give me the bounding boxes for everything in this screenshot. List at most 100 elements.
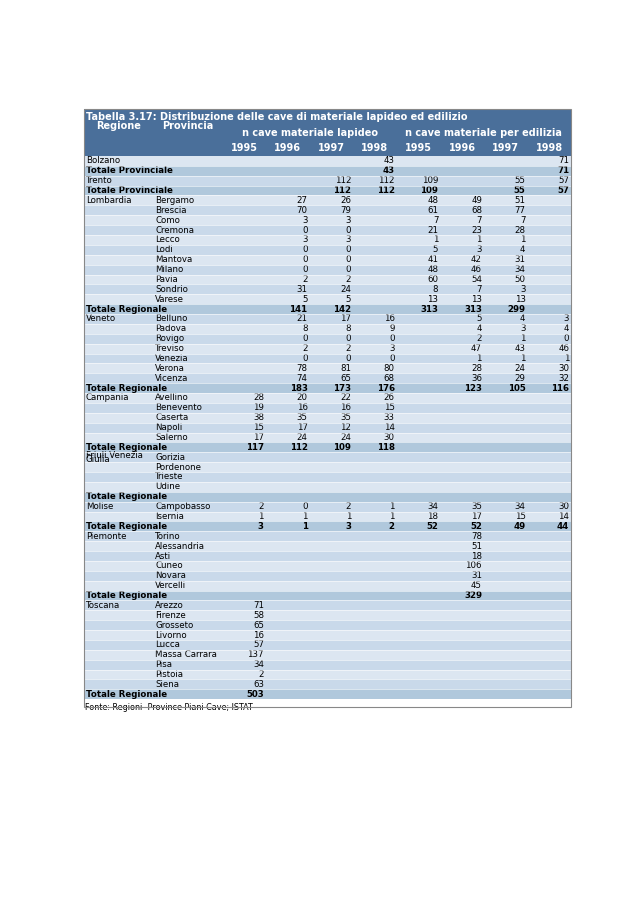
Bar xyxy=(484,205,528,215)
Bar xyxy=(84,393,153,403)
Bar xyxy=(353,561,397,570)
Text: 1: 1 xyxy=(389,512,395,521)
Bar xyxy=(266,235,309,245)
Bar xyxy=(353,314,397,324)
Text: 14: 14 xyxy=(384,423,395,432)
Bar xyxy=(397,363,440,373)
Bar xyxy=(309,284,353,294)
Bar xyxy=(397,413,440,422)
Bar xyxy=(397,679,440,689)
Bar xyxy=(222,265,266,274)
Text: 0: 0 xyxy=(302,255,307,265)
Bar xyxy=(397,294,440,304)
Bar xyxy=(222,551,266,561)
Text: 8: 8 xyxy=(433,285,438,294)
Bar xyxy=(153,205,222,215)
Bar xyxy=(266,432,309,442)
Text: 0: 0 xyxy=(302,245,307,255)
Bar xyxy=(153,156,222,166)
Bar xyxy=(84,324,153,334)
Bar xyxy=(484,482,528,492)
Bar xyxy=(84,669,153,679)
Bar xyxy=(153,492,222,501)
Bar xyxy=(309,156,353,166)
Bar xyxy=(309,580,353,590)
Bar xyxy=(353,551,397,561)
Bar xyxy=(440,590,484,600)
Text: 22: 22 xyxy=(340,394,351,403)
Bar xyxy=(84,570,153,580)
Bar xyxy=(153,235,222,245)
Bar xyxy=(397,393,440,403)
Text: 24: 24 xyxy=(340,433,351,442)
Text: Livorno: Livorno xyxy=(155,631,187,640)
Bar xyxy=(266,334,309,344)
Bar xyxy=(309,521,353,531)
Bar xyxy=(397,669,440,679)
Text: 51: 51 xyxy=(471,542,482,551)
Bar xyxy=(153,630,222,640)
Text: 71: 71 xyxy=(558,156,569,165)
Text: 49: 49 xyxy=(513,522,525,531)
Bar xyxy=(397,472,440,482)
Text: 2: 2 xyxy=(346,344,351,353)
Bar xyxy=(353,669,397,679)
Bar xyxy=(353,492,397,501)
Bar xyxy=(484,403,528,413)
Bar xyxy=(353,413,397,422)
Text: 329: 329 xyxy=(464,591,482,600)
Bar xyxy=(222,166,266,176)
Bar xyxy=(353,186,397,196)
Text: 31: 31 xyxy=(514,255,525,265)
Bar xyxy=(528,689,571,700)
Text: 0: 0 xyxy=(302,335,307,344)
Bar xyxy=(266,413,309,422)
Bar xyxy=(153,166,222,176)
Text: 57: 57 xyxy=(558,176,569,185)
Bar xyxy=(484,176,528,186)
Bar xyxy=(528,492,571,501)
Bar xyxy=(309,669,353,679)
Bar xyxy=(397,620,440,630)
Bar xyxy=(353,383,397,393)
Bar xyxy=(397,383,440,393)
Bar xyxy=(440,541,484,551)
Bar xyxy=(353,590,397,600)
Bar xyxy=(222,492,266,501)
Bar xyxy=(222,462,266,472)
Bar xyxy=(84,255,153,265)
Bar xyxy=(84,580,153,590)
Bar xyxy=(84,205,153,215)
Bar xyxy=(528,669,571,679)
Bar xyxy=(222,580,266,590)
Bar xyxy=(353,176,397,186)
Bar xyxy=(222,649,266,659)
Bar xyxy=(440,186,484,196)
Bar xyxy=(440,531,484,541)
Bar xyxy=(222,393,266,403)
Bar xyxy=(484,166,528,176)
Text: 1: 1 xyxy=(520,235,525,245)
Bar xyxy=(528,620,571,630)
Bar xyxy=(309,186,353,196)
Bar xyxy=(528,235,571,245)
Bar xyxy=(353,570,397,580)
Bar xyxy=(309,344,353,353)
Text: 2: 2 xyxy=(302,344,307,353)
Bar xyxy=(222,176,266,186)
Text: 0: 0 xyxy=(564,335,569,344)
Bar xyxy=(484,590,528,600)
Bar xyxy=(440,511,484,521)
Bar xyxy=(84,511,153,521)
Bar xyxy=(397,324,440,334)
Bar xyxy=(440,422,484,432)
Bar xyxy=(440,640,484,649)
Bar xyxy=(353,689,397,700)
Bar xyxy=(266,403,309,413)
Text: 61: 61 xyxy=(427,205,438,214)
Bar xyxy=(484,541,528,551)
Text: 503: 503 xyxy=(246,690,264,699)
Text: 51: 51 xyxy=(514,196,525,205)
Bar xyxy=(528,561,571,570)
Bar xyxy=(528,353,571,363)
